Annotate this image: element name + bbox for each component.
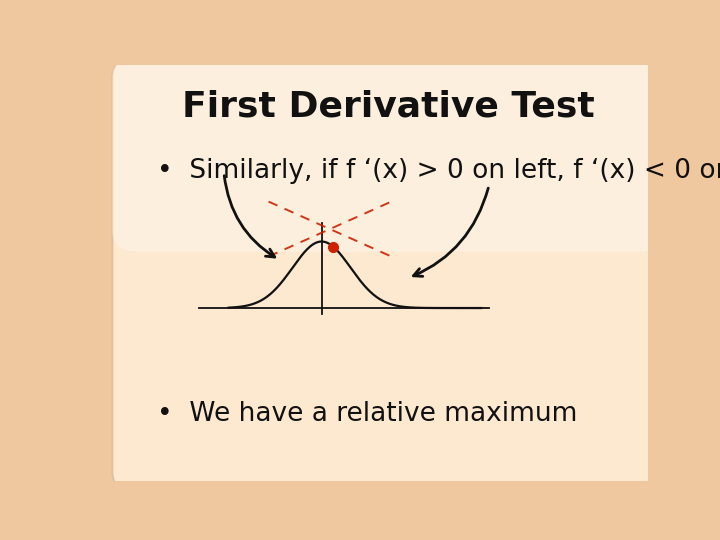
FancyBboxPatch shape bbox=[112, 57, 665, 252]
Text: First Derivative Test: First Derivative Test bbox=[182, 90, 595, 123]
Text: •  We have a relative maximum: • We have a relative maximum bbox=[157, 401, 577, 427]
FancyBboxPatch shape bbox=[112, 57, 665, 493]
Text: •  Similarly, if f ‘(x) > 0 on left, f ‘(x) < 0 on right,: • Similarly, if f ‘(x) > 0 on left, f ‘(… bbox=[157, 158, 720, 184]
